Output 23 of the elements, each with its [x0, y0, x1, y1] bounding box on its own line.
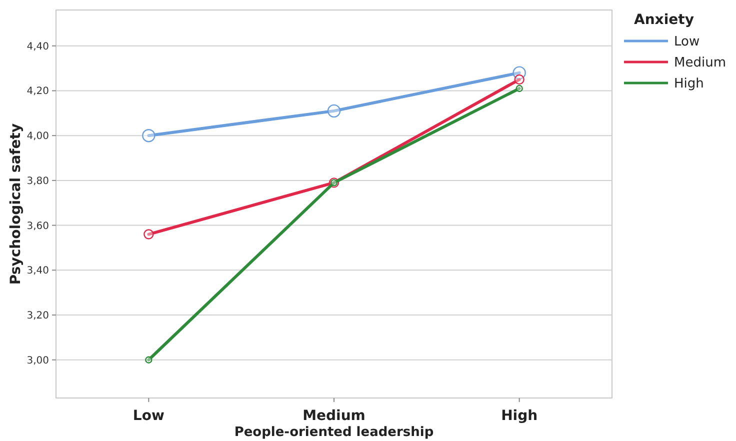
y-axis-title: Psychological safety: [8, 123, 24, 285]
y-tick-label: 3,20: [26, 310, 49, 322]
y-tick-label: 3,40: [26, 266, 49, 277]
x-tick-label: High: [501, 408, 538, 424]
legend-label: Medium: [674, 56, 726, 71]
y-tick-label: 4,20: [26, 86, 49, 98]
point: [145, 356, 152, 364]
y-tick-label: 3,80: [26, 176, 49, 187]
y-tick-label: 4,00: [26, 131, 49, 142]
legend-title: Anxiety: [634, 12, 694, 28]
point: [144, 229, 154, 240]
y-tick-label: 4,40: [26, 41, 49, 52]
y-tick-label: 3,60: [26, 220, 49, 232]
x-tick-label: Low: [132, 408, 164, 424]
y-tick-label: 3,00: [26, 355, 49, 366]
point: [142, 128, 156, 142]
x-tick-label: Medium: [302, 408, 366, 424]
point: [516, 84, 523, 92]
legend-label: High: [674, 76, 704, 92]
legend-label: Low: [674, 34, 700, 50]
point: [514, 74, 524, 85]
x-axis-title: People-oriented leadership: [234, 425, 434, 440]
point: [327, 104, 341, 118]
